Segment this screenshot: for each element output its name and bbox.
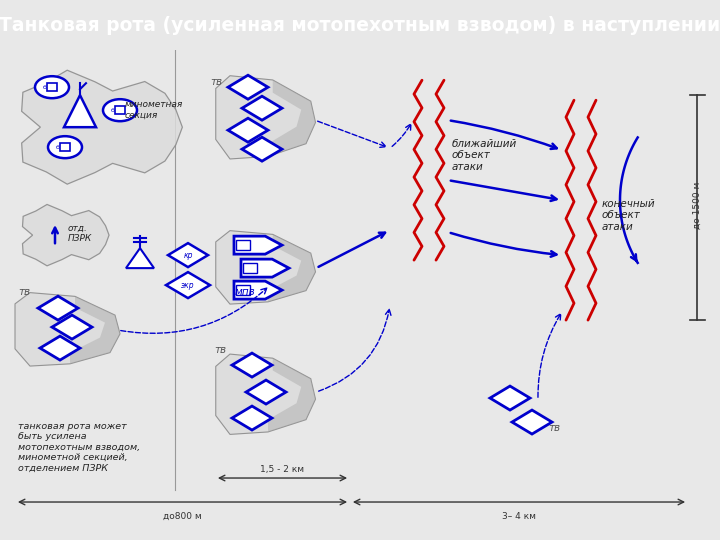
Text: б: б [110, 107, 114, 113]
Text: тв: тв [210, 77, 222, 87]
Polygon shape [166, 272, 210, 298]
Text: кр: кр [184, 251, 193, 260]
Polygon shape [216, 354, 315, 434]
Ellipse shape [103, 99, 137, 121]
Text: 3– 4 км: 3– 4 км [502, 512, 536, 521]
Text: конечный
объект
атаки: конечный объект атаки [602, 199, 656, 232]
Polygon shape [216, 76, 315, 159]
Polygon shape [126, 248, 154, 268]
Polygon shape [22, 205, 109, 266]
Ellipse shape [48, 136, 82, 158]
Text: тв: тв [214, 345, 226, 355]
Polygon shape [242, 137, 282, 161]
Text: экр: экр [181, 281, 195, 289]
Polygon shape [70, 296, 120, 364]
Polygon shape [40, 336, 80, 360]
Polygon shape [228, 75, 268, 99]
Text: тв: тв [18, 287, 30, 297]
Bar [48, 83, 57, 91]
Polygon shape [228, 118, 268, 142]
Polygon shape [38, 296, 78, 320]
Bar [60, 143, 70, 151]
Text: 1,5 - 2 км: 1,5 - 2 км [260, 465, 304, 474]
Text: б: б [55, 145, 59, 150]
Polygon shape [168, 243, 208, 267]
Text: тв: тв [548, 423, 560, 433]
Text: ближайший
объект
атаки: ближайший объект атаки [452, 139, 517, 172]
Polygon shape [15, 293, 120, 366]
Polygon shape [216, 231, 315, 304]
Bar [243, 263, 258, 273]
Polygon shape [242, 96, 282, 120]
Text: танковая рота может
быть усилена
мотопехотным взводом,
минометной секцией,
отдел: танковая рота может быть усилена мотопех… [18, 422, 140, 472]
Polygon shape [234, 236, 282, 254]
Polygon shape [234, 281, 282, 299]
Text: до 1500 м: до 1500 м [693, 181, 701, 229]
Bar [236, 285, 251, 295]
Polygon shape [490, 386, 530, 410]
Text: б: б [42, 85, 46, 90]
Polygon shape [241, 259, 289, 277]
Polygon shape [64, 95, 96, 127]
Polygon shape [512, 410, 552, 434]
Ellipse shape [35, 76, 69, 98]
Text: отд.
ПЗРК: отд. ПЗРК [68, 224, 92, 243]
Bar [236, 240, 251, 250]
Text: до800 м: до800 м [163, 512, 202, 521]
Polygon shape [232, 353, 272, 377]
Polygon shape [268, 358, 315, 432]
Text: мпв: мпв [235, 287, 256, 297]
Bar [115, 106, 125, 114]
Polygon shape [52, 315, 92, 339]
Text: минометная
секция: минометная секция [125, 100, 184, 120]
Text: Танковая рота (усиленная мотопехотным взводом) в наступлении: Танковая рота (усиленная мотопехотным вз… [0, 16, 720, 35]
Polygon shape [268, 234, 315, 302]
Polygon shape [246, 380, 286, 404]
Polygon shape [268, 80, 315, 157]
Polygon shape [232, 406, 272, 430]
Polygon shape [22, 70, 182, 184]
